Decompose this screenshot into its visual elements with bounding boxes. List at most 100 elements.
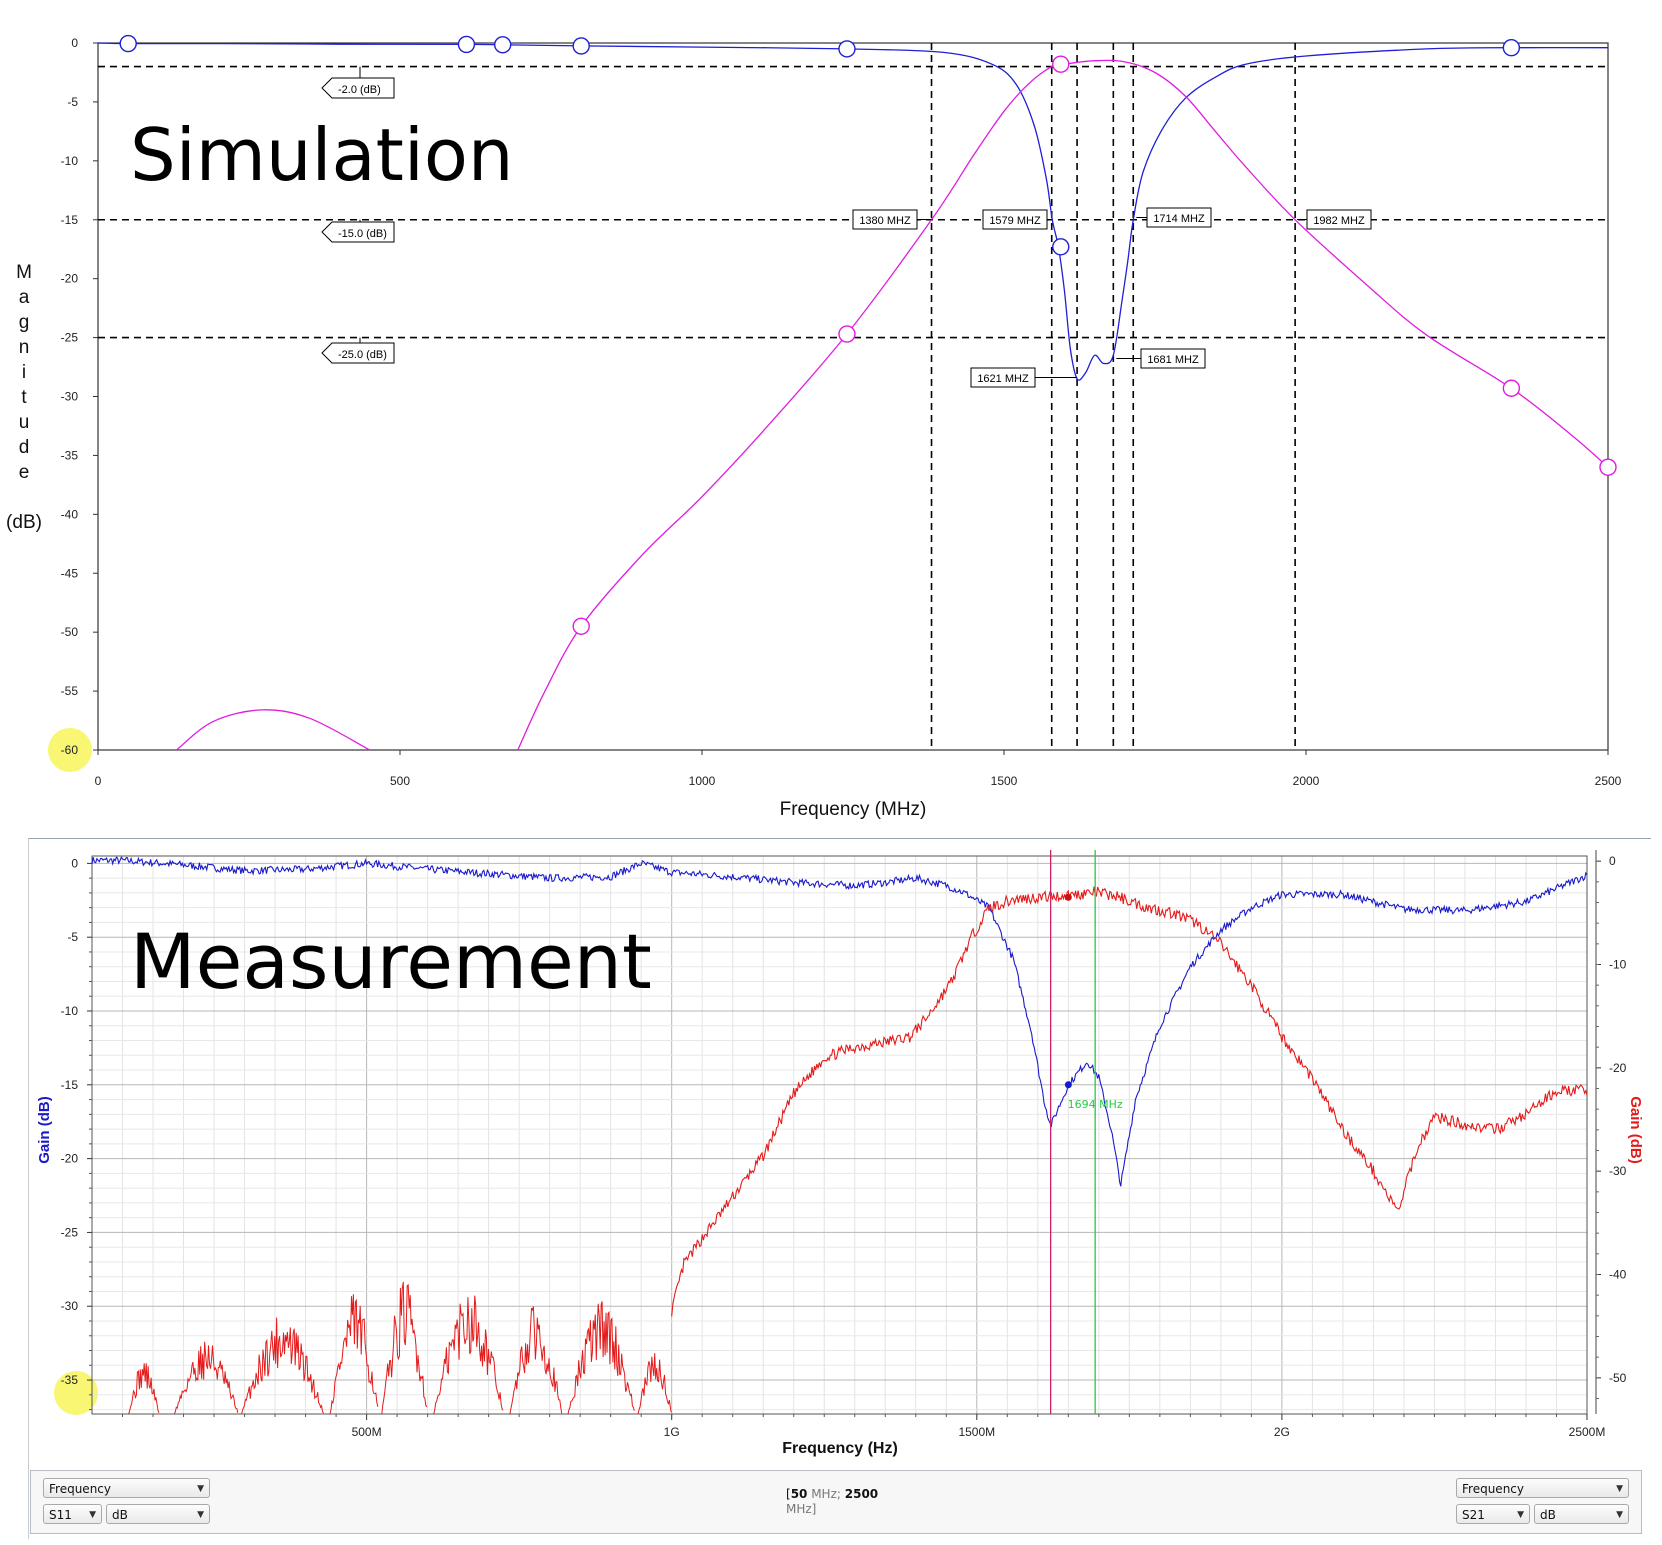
range-end-unit: MHz] (786, 1502, 817, 1516)
meas-s21-noise-segment (173, 1341, 239, 1415)
sim-label-text: -15.0 (dB) (338, 228, 387, 240)
sim-x-ticks: 0 500 1000 1500 2000 2500 (95, 750, 1622, 788)
meas-y-tick-label: -30 (61, 1299, 79, 1313)
sim-marker-labels: -2.0 (dB) -15.0 (dB) -25.0 (dB) 1380 MHZ 157… (321, 66, 1372, 388)
sim-y-tick-label: -20 (61, 272, 79, 286)
sweep-controls: Frequency ▼ S11 ▼ dB ▼ [50 MHz; 2500 MHz… (30, 1470, 1642, 1534)
meas-s21-noise-segment (567, 1301, 635, 1415)
meas-x-tick-label: 1500M (958, 1425, 995, 1439)
sim-y-axis-title-unit: (dB) (6, 512, 42, 533)
sim-y-axis-title-letter: n (19, 337, 30, 358)
meas-big-label: Measurement (130, 917, 652, 1006)
sim-marker-label: 1714 MHZ (1146, 207, 1212, 228)
sim-series-marker (457, 35, 476, 54)
sim-y-tick-label: -5 (67, 95, 78, 109)
meas-right-y-axis-title: Gain (dB) (1627, 1096, 1644, 1164)
meas-x-axis-title: Frequency (Hz) (782, 1440, 898, 1457)
sim-x-tick-label: 0 (95, 774, 102, 788)
meas-y-tick-label: -25 (61, 1225, 79, 1239)
range-start-value: 50 (790, 1487, 808, 1501)
sim-y-axis-title-letter: t (21, 387, 27, 408)
meas-y-tick-label: -10 (61, 1004, 79, 1018)
sim-x-tick-label: 500 (390, 774, 410, 788)
meas-right-y-tick-label: -10 (1609, 958, 1627, 972)
meas-s21-noise-segment (637, 1353, 672, 1415)
left-x-axis-select[interactable]: Frequency ▼ (43, 1478, 210, 1498)
sim-series-marker (1052, 238, 1070, 256)
chevron-down-icon: ▼ (89, 1510, 96, 1520)
meas-marker-point (1064, 1081, 1072, 1089)
meas-left-y-axis-title: Gain (dB) (36, 1096, 53, 1164)
sim-series-marker (838, 40, 856, 58)
sim-x-tick-label: 1000 (689, 774, 716, 788)
sim-series-marker (119, 34, 137, 53)
meas-x-tick-label: 1G (664, 1425, 680, 1439)
sim-x-tick-label: 1500 (991, 774, 1018, 788)
y-min-highlight (48, 728, 92, 772)
right-unit-select-value: dB (1540, 1508, 1556, 1522)
meas-s21-noise-segment (381, 1281, 428, 1415)
meas-s21-noise-segment (128, 1363, 160, 1415)
right-x-axis-select[interactable]: Frequency ▼ (1456, 1478, 1629, 1498)
left-unit-select-value: dB (112, 1508, 128, 1522)
sim-series-marker (838, 325, 856, 343)
meas-right-y-tick-label: -40 (1609, 1268, 1627, 1282)
sim-marker-label: 1380 MHZ (852, 209, 918, 230)
y-min-highlight-measurement (54, 1371, 98, 1415)
meas-s21-noise-segment (433, 1295, 504, 1415)
right-parameter-select[interactable]: S21 ▼ (1456, 1504, 1530, 1524)
sim-label-text: 1714 MHZ (1153, 213, 1205, 225)
meas-right-y-ticks: 0 -10 -20 -30 -40 -50 (1595, 850, 1627, 1414)
range-end-value: 2500 (844, 1487, 879, 1501)
left-unit-select[interactable]: dB ▼ (106, 1504, 210, 1524)
chevron-down-icon: ▼ (1616, 1510, 1623, 1520)
sim-y-axis-title-letter: g (19, 312, 30, 333)
measurement-panel (28, 838, 1651, 1539)
sim-series-line (176, 709, 371, 751)
right-unit-select[interactable]: dB ▼ (1534, 1504, 1629, 1524)
sim-marker-label: 1621 MHZ (970, 367, 1036, 388)
sim-label-text: 1681 MHZ (1147, 354, 1199, 366)
range-start-unit: MHz; (807, 1487, 845, 1501)
meas-x-tick-label: 500M (352, 1425, 382, 1439)
meas-s21-noise-segment (329, 1294, 379, 1415)
sim-marker-label: 1982 MHZ (1306, 209, 1372, 230)
range-prefix: [ (786, 1487, 791, 1501)
meas-right-y-tick-label: -30 (1609, 1164, 1627, 1178)
sim-marker-label: -25.0 (dB) (321, 342, 395, 364)
sim-label-text: 1579 MHZ (989, 215, 1041, 227)
chevron-down-icon: ▼ (1517, 1510, 1524, 1520)
sim-label-text: 1380 MHZ (859, 215, 911, 227)
sim-y-tick-label: -60 (61, 743, 79, 757)
sim-label-box (321, 221, 395, 243)
sim-series-marker (1502, 379, 1521, 397)
left-parameter-select[interactable]: S11 ▼ (43, 1504, 102, 1524)
meas-plot-frame (91, 855, 1588, 1415)
measurement-chart: 0 -5 -10 -15 -20 -25 -30 -35 0 -10 -20 -30 -40 -50 5… (36, 850, 1644, 1457)
meas-x-ticks: 500M 1G 1500M 2G 2500M (122, 1414, 1606, 1439)
sim-series (97, 34, 1617, 751)
chevron-down-icon: ▼ (197, 1510, 204, 1520)
meas-grid (92, 856, 1587, 1414)
sim-label-box (321, 77, 395, 99)
meas-x-tick-label: 2500M (1569, 1425, 1606, 1439)
sim-series-marker (1502, 39, 1521, 57)
sim-label-text: 1621 MHZ (977, 373, 1029, 385)
sim-marker-label: 1579 MHZ (982, 209, 1048, 230)
sim-y-ticks: 0 -5 -10 -15 -20 -25 -30 -35 -40 -45 -50 -55 -60 (61, 36, 98, 757)
meas-right-y-tick-label: -50 (1609, 1371, 1627, 1385)
sim-series-marker (572, 37, 590, 55)
sim-series-marker (1052, 55, 1070, 73)
meas-marker-point (1064, 893, 1072, 901)
meas-s21-noise-segment (241, 1317, 324, 1415)
meas-series (91, 856, 1588, 1415)
meas-y-tick-label: -20 (61, 1152, 79, 1166)
sim-y-axis-title-letter: e (19, 462, 30, 483)
sim-y-axis-title-letter: u (19, 412, 30, 433)
left-parameter-select-value: S11 (49, 1508, 72, 1522)
sim-x-tick-label: 2000 (1293, 774, 1320, 788)
meas-marker-label: 1694 MHz (1068, 1098, 1123, 1111)
sim-y-tick-label: -45 (61, 566, 79, 580)
sim-series-marker (572, 617, 590, 635)
